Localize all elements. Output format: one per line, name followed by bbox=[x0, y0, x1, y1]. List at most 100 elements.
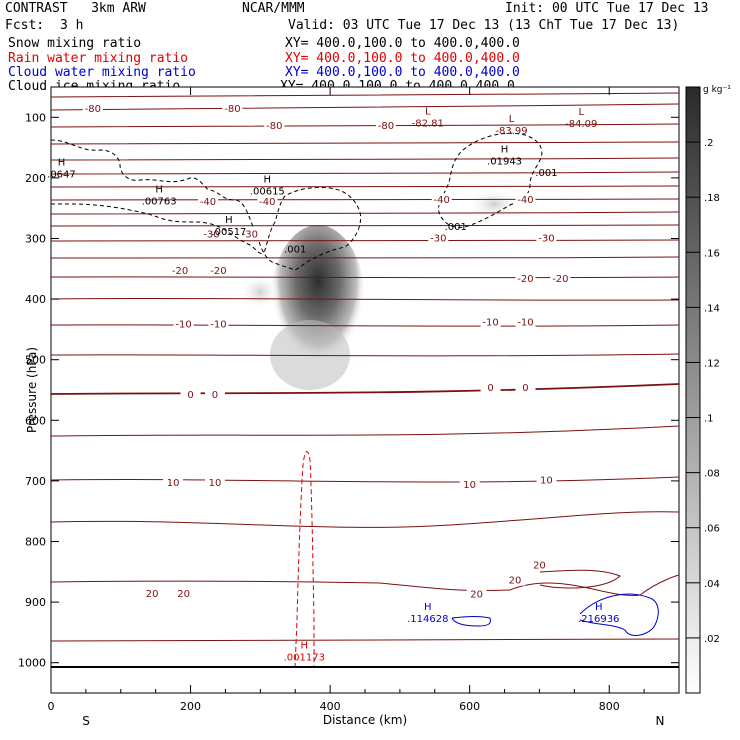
extremum-value: .00517 bbox=[211, 227, 246, 238]
temp-label-bg bbox=[204, 476, 225, 489]
y-tick-label: 900 bbox=[25, 596, 46, 609]
extremum-symbol: H bbox=[301, 640, 309, 651]
colorbar-tick-label: .12 bbox=[704, 358, 720, 369]
temp-label-bg bbox=[208, 264, 229, 277]
x-tick-label: 600 bbox=[459, 700, 480, 713]
model-title: CONTRAST 3km ARW bbox=[5, 1, 146, 16]
extremum-value: -84.09 bbox=[565, 119, 597, 130]
temp-label-bg bbox=[505, 573, 526, 586]
temp-label: 20 bbox=[533, 561, 546, 572]
extremum-symbol: H bbox=[264, 174, 272, 185]
forecast-label: Fcst: bbox=[5, 18, 45, 33]
temp-label: -10 bbox=[210, 319, 226, 330]
y-tick-label: 200 bbox=[25, 172, 46, 185]
extremum-value: .001173 bbox=[284, 652, 325, 663]
temp-label: 0 bbox=[212, 390, 218, 401]
cloud-ice-contours bbox=[51, 132, 543, 271]
temp-label-bg bbox=[375, 119, 396, 132]
temp-label: -30 bbox=[203, 230, 219, 241]
snow-shading-right bbox=[468, 188, 520, 220]
y-tick-label: 300 bbox=[25, 233, 46, 246]
y-tick-label: 400 bbox=[25, 293, 46, 306]
y-axis-label: Pressure (hPa) bbox=[25, 347, 39, 433]
north-label: N bbox=[656, 714, 665, 728]
temp-label: -30 bbox=[430, 233, 446, 244]
temp-label: -20 bbox=[552, 274, 568, 285]
extremum-symbol: H bbox=[225, 215, 233, 226]
temp-label-bg bbox=[142, 587, 163, 600]
extremum-symbol: H bbox=[58, 157, 66, 168]
forecast-hour: 3 h bbox=[60, 18, 84, 33]
temp-label: -10 bbox=[517, 318, 533, 329]
cloud-water-contour-2 bbox=[579, 593, 659, 636]
colorbar-tick-label: .1 bbox=[704, 414, 714, 425]
rain-water-contour bbox=[294, 451, 315, 669]
temp-label-bg bbox=[428, 231, 449, 244]
extremum-symbol: L bbox=[579, 107, 585, 118]
plot-frame bbox=[50, 86, 680, 694]
x-tick-label: 0 bbox=[48, 700, 55, 713]
temp-label: 10 bbox=[167, 478, 180, 489]
field-name-cloud-water: Cloud water mixing ratio bbox=[8, 65, 196, 80]
temp-label: -20 bbox=[172, 266, 188, 277]
isotherm-loop bbox=[539, 569, 621, 589]
temp-label-bg bbox=[515, 193, 536, 206]
temp-label-bg bbox=[201, 227, 222, 240]
temp-label-bg bbox=[222, 102, 243, 115]
extremum-value: .216936 bbox=[578, 614, 619, 625]
temp-label: -10 bbox=[175, 319, 191, 330]
temp-label-bg bbox=[536, 473, 557, 486]
colorbar-tick-label: .06 bbox=[704, 524, 720, 535]
temp-label: -80 bbox=[378, 121, 394, 132]
extremum-value: .001 bbox=[535, 168, 557, 179]
snow-shading-lower bbox=[270, 320, 350, 390]
field-name-rain: Rain water mixing ratio bbox=[8, 51, 189, 66]
temp-label: 20 bbox=[470, 590, 483, 601]
extremum-symbol: H bbox=[595, 602, 603, 613]
extremum-symbol: H bbox=[424, 602, 432, 613]
temp-label-bg bbox=[180, 388, 201, 401]
temp-label-bg bbox=[264, 119, 285, 132]
extremum-symbol: H bbox=[501, 145, 509, 156]
colorbar-tick-label: .2 bbox=[704, 138, 714, 149]
temp-label-bg bbox=[257, 194, 278, 207]
extremum-symbol: L bbox=[425, 107, 431, 118]
extremum-value: -82.81 bbox=[412, 119, 444, 130]
temp-label: -80 bbox=[266, 121, 282, 132]
temp-label: -30 bbox=[538, 233, 554, 244]
temp-label-bg bbox=[198, 194, 218, 207]
x-axis-label: Distance (km) bbox=[323, 713, 407, 727]
organization: NCAR/MMM bbox=[242, 1, 305, 16]
x-tick-label: 800 bbox=[599, 700, 620, 713]
temp-label-bg bbox=[208, 317, 229, 330]
temp-label-bg bbox=[529, 558, 550, 571]
temp-label: -80 bbox=[85, 104, 101, 115]
colorbar-tick-label: .18 bbox=[704, 193, 720, 204]
temp-label-bg bbox=[515, 271, 536, 284]
temp-label-bg bbox=[431, 193, 452, 206]
temp-label-bg bbox=[466, 587, 487, 600]
temp-label: -40 bbox=[200, 197, 216, 208]
temp-label: 10 bbox=[209, 478, 222, 489]
temp-label: 20 bbox=[509, 576, 522, 587]
temp-label-bg bbox=[173, 317, 194, 330]
field-name-snow: Snow mixing ratio bbox=[8, 36, 142, 51]
cloud-water-contour-1 bbox=[451, 616, 491, 627]
field-xy-snow: XY= 400.0,100.0 to 400.0,400.0 bbox=[285, 36, 520, 51]
extrema-labels: L-82.81 L-83.99L-84.09H.0647H.00763H.0061… bbox=[47, 107, 619, 664]
colorbar-tick-label: .16 bbox=[704, 248, 720, 259]
colorbar-tick-label: .08 bbox=[704, 469, 720, 480]
extremum-value: .00763 bbox=[142, 197, 177, 208]
temp-label-bg bbox=[536, 231, 557, 244]
field-xy-cloud-water: XY= 400.0,100.0 to 400.0,400.0 bbox=[285, 65, 520, 80]
extremum-symbol: L bbox=[509, 114, 515, 125]
valid-time: Valid: 03 UTC Tue 17 Dec 13 (13 ChT Tue … bbox=[288, 18, 680, 33]
temp-label-bg bbox=[550, 271, 571, 284]
extremum-value: .114628 bbox=[407, 614, 448, 625]
extremum-value: .00615 bbox=[250, 186, 285, 197]
temp-label-bg bbox=[82, 102, 103, 115]
temp-label-bg bbox=[163, 476, 184, 489]
colorbar bbox=[685, 86, 701, 694]
